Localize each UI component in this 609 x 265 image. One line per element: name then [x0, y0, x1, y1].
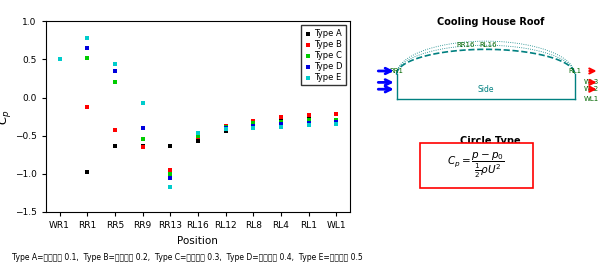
- Type E: [55, 57, 65, 61]
- Type A: [331, 112, 341, 116]
- Type B: [55, 57, 65, 61]
- Text: RL1: RL1: [569, 68, 582, 74]
- Type B: [82, 105, 92, 109]
- Type B: [276, 115, 286, 120]
- Text: WL2: WL2: [584, 86, 599, 92]
- Type B: [331, 111, 341, 116]
- Type D: [55, 57, 65, 61]
- Text: RR1: RR1: [390, 68, 404, 74]
- Type C: [304, 118, 314, 122]
- Text: Cooling House Roof: Cooling House Roof: [437, 17, 544, 28]
- Type C: [331, 118, 341, 122]
- Type E: [276, 124, 286, 129]
- Text: WL3: WL3: [584, 80, 599, 85]
- Type D: [331, 120, 341, 124]
- Type C: [220, 124, 230, 129]
- Type D: [138, 126, 147, 130]
- Type D: [110, 69, 120, 73]
- Type A: [193, 139, 203, 143]
- Type C: [248, 121, 258, 126]
- Type E: [82, 36, 92, 40]
- Type C: [193, 134, 203, 138]
- Type D: [220, 126, 230, 130]
- Type D: [193, 131, 203, 135]
- Type B: [110, 128, 120, 132]
- Type A: [138, 143, 147, 148]
- Text: Type A=라이즈비 0.1,  Type B=라이즈비 0.2,  Type C=라이즈비 0.3,  Type D=라이즈비 0.4,  Type E=라: Type A=라이즈비 0.1, Type B=라이즈비 0.2, Type C…: [12, 253, 363, 262]
- Type D: [166, 175, 175, 180]
- Type A: [110, 143, 120, 148]
- Type B: [138, 145, 147, 149]
- Type A: [82, 170, 92, 174]
- Type B: [220, 124, 230, 128]
- Type C: [138, 137, 147, 142]
- Type A: [166, 143, 175, 148]
- Type E: [166, 185, 175, 189]
- X-axis label: Position: Position: [177, 236, 219, 246]
- Type E: [304, 123, 314, 127]
- Text: WL1: WL1: [584, 96, 599, 103]
- Text: $C_p = \dfrac{p - p_0}{\frac{1}{2}\rho U^2}$: $C_p = \dfrac{p - p_0}{\frac{1}{2}\rho U…: [448, 151, 505, 180]
- Type C: [55, 57, 65, 61]
- Text: Side: Side: [477, 85, 494, 94]
- Type C: [276, 120, 286, 124]
- Type D: [304, 121, 314, 125]
- Type C: [110, 80, 120, 84]
- Type B: [248, 119, 258, 123]
- Type E: [193, 130, 203, 135]
- Type A: [248, 124, 258, 128]
- Text: RL16: RL16: [480, 42, 498, 48]
- Type B: [166, 168, 175, 172]
- Type C: [82, 56, 92, 60]
- Type E: [248, 126, 258, 130]
- Type D: [276, 122, 286, 126]
- Type A: [220, 129, 230, 133]
- Text: RR16: RR16: [457, 42, 475, 48]
- Legend: Type A, Type B, Type C, Type D, Type E: Type A, Type B, Type C, Type D, Type E: [301, 25, 346, 85]
- Type C: [166, 172, 175, 176]
- Y-axis label: $C_p$: $C_p$: [0, 109, 13, 125]
- Type A: [55, 57, 65, 61]
- Type B: [193, 135, 203, 139]
- Type E: [331, 122, 341, 126]
- Type A: [276, 118, 286, 122]
- Type D: [82, 46, 92, 50]
- Bar: [420, 143, 532, 188]
- Text: Circle Type: Circle Type: [460, 136, 521, 146]
- Type D: [248, 124, 258, 128]
- Type E: [110, 62, 120, 66]
- Type E: [220, 127, 230, 131]
- Type E: [138, 101, 147, 105]
- Type A: [304, 114, 314, 119]
- Type B: [304, 113, 314, 117]
